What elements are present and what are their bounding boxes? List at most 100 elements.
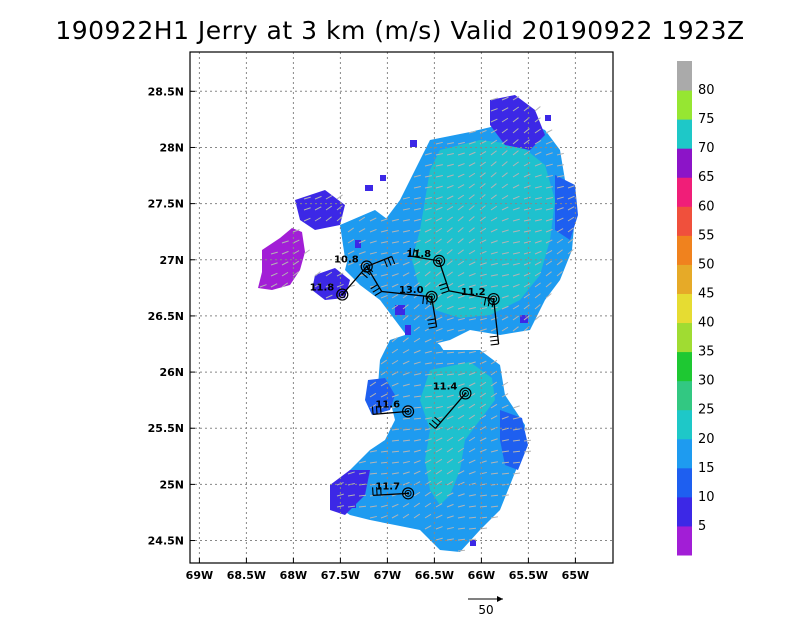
wind-barb: [391, 256, 396, 265]
wind-vector: [567, 206, 575, 211]
wind-vector: [413, 372, 421, 376]
wind-vector: [402, 208, 410, 211]
wind-barb: [383, 259, 388, 268]
wind-vector: [501, 404, 509, 409]
wind-vector: [391, 304, 399, 310]
wind-vector: [314, 271, 321, 277]
wind-vector: [545, 271, 552, 277]
wind-vector: [369, 240, 377, 244]
wind-vector: [435, 196, 443, 200]
wind-vector: [325, 216, 332, 222]
wind-vector: [380, 504, 388, 508]
wind-vector: [424, 448, 432, 453]
wind-vector: [512, 150, 519, 156]
wind-vector: [424, 513, 432, 519]
wind-vector: [457, 393, 465, 398]
wind-speckle: [348, 115, 551, 546]
wind-vector: [435, 141, 443, 145]
wind-vector: [501, 96, 509, 101]
wind-vector: [501, 284, 509, 288]
wind-vector: [391, 283, 399, 288]
wind-vector: [424, 491, 432, 497]
wind-vector: [457, 372, 465, 376]
wind-vector: [468, 516, 477, 519]
wind-vector: [501, 273, 509, 277]
wind-vector: [413, 208, 421, 211]
wind-barb: [428, 422, 436, 429]
wind-vector: [303, 217, 311, 222]
wind-vector: [479, 273, 487, 277]
wind-vector: [413, 229, 421, 233]
wind-vector: [501, 461, 510, 464]
wind-vector: [435, 305, 443, 310]
wind-vector: [325, 294, 333, 299]
wind-vector: [413, 174, 421, 178]
wind-vector: [534, 218, 542, 222]
wind-vector: [435, 351, 443, 354]
wind-vector: [501, 117, 509, 123]
colorbar-swatch: [677, 409, 692, 440]
wind-vector: [523, 128, 530, 134]
wind-vector: [424, 249, 432, 255]
wind-vector: [435, 395, 443, 398]
wind-vector: [292, 239, 300, 244]
wind-vector: [435, 249, 442, 255]
wind-vector: [358, 505, 367, 508]
colorbar-label: 35: [698, 345, 715, 360]
lon-tick-label: 65W: [562, 569, 589, 582]
wind-vector: [512, 95, 520, 101]
wind-vector: [391, 230, 399, 233]
latitude-labels: 28.5N 28N 27.5N 27N 26.5N 26N 25.5N 25N 24.5N: [148, 85, 184, 547]
wind-vector: [358, 251, 366, 255]
wind-vector: [446, 405, 454, 409]
colorbar-swatch: [677, 148, 692, 178]
wind-vector: [468, 414, 476, 420]
wind-vector: [402, 349, 410, 354]
wind-vector: [567, 195, 575, 200]
wind-vector: [435, 362, 444, 365]
wind-vector: [545, 228, 553, 233]
lat-tick-label: 26.5N: [148, 310, 184, 323]
wind-vector: [446, 305, 454, 310]
wind-vector: [391, 359, 399, 365]
wind-vector: [468, 172, 476, 178]
wind-vector: [413, 349, 421, 354]
colorbar-label: 25: [698, 403, 715, 418]
wind-vector: [490, 438, 498, 442]
wind-barb: [441, 290, 450, 294]
wind-vector: [446, 184, 454, 189]
wind-vector: [446, 481, 454, 486]
wind-barb: [372, 287, 380, 293]
wind-vector: [512, 241, 520, 244]
colorbar-label: 20: [698, 432, 715, 447]
wind-vector: [270, 272, 278, 277]
wind-vector: [347, 238, 355, 244]
wind-vector: [281, 271, 289, 277]
wind-vector: [523, 315, 530, 321]
wind-vector: [468, 250, 476, 255]
wind-vector: [325, 195, 333, 200]
wind-vector: [457, 260, 465, 266]
wind-vector: [402, 272, 410, 277]
wind-vector: [490, 359, 498, 365]
wind-vector: [391, 461, 400, 464]
wind-vector: [501, 472, 510, 475]
wind-vector: [479, 505, 488, 508]
center-tracks: [341, 247, 500, 497]
wind-vector: [523, 450, 532, 453]
wind-vector: [479, 216, 486, 222]
wind-vector: [391, 428, 400, 431]
wind-vector: [501, 240, 509, 244]
wind-region-south-inner: [420, 362, 495, 505]
wind-vector: [512, 139, 519, 145]
wind-vector: [534, 315, 541, 321]
wind-vector: [534, 117, 541, 123]
lat-tick-label: 28N: [159, 141, 184, 154]
wind-vector: [512, 172, 520, 178]
wind-vector: [501, 316, 509, 321]
wind-vector: [402, 219, 410, 222]
wind-barb: [371, 406, 374, 415]
wind-vector: [501, 150, 508, 156]
wind-vector: [545, 282, 552, 288]
wind-vector: [446, 174, 454, 178]
